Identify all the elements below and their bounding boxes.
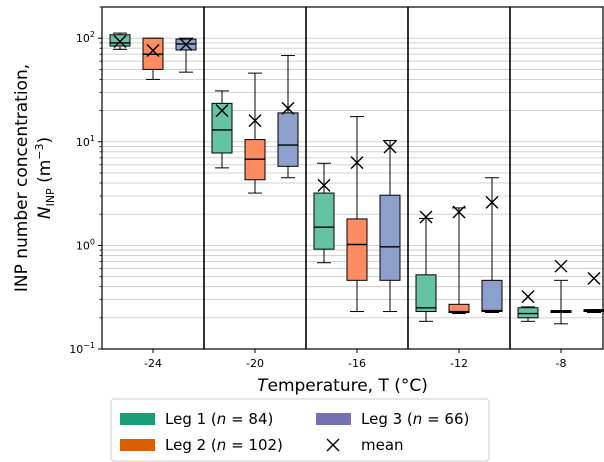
mean-marker (521, 290, 535, 304)
mean-marker (317, 178, 331, 192)
y-axis-title-line2: NINP (m−3) (33, 137, 57, 219)
mean-marker (146, 44, 160, 58)
box-plot (415, 210, 437, 322)
mean-marker (281, 101, 295, 115)
y-tick-label: 102 (76, 30, 95, 45)
legend-swatch (120, 439, 155, 451)
axes (98, 6, 604, 353)
box-iqr (415, 274, 437, 313)
mean-marker (350, 156, 364, 170)
y-axis-title-line1: INP number concentration, (12, 64, 32, 292)
mean-marker (452, 205, 466, 219)
box-plot (142, 37, 164, 80)
legend-swatch (316, 413, 351, 425)
y-tick-label: 10−1 (69, 341, 95, 356)
y-tick-label: 100 (76, 237, 95, 252)
x-tick-label: -24 (144, 357, 162, 370)
box-iqr (109, 34, 131, 47)
mean-marker (179, 37, 193, 51)
mean-marker (587, 271, 601, 285)
legend-label: Leg 1 (n = 84) (165, 410, 273, 428)
legend-label: mean (361, 436, 404, 454)
x-tick-label: -16 (348, 357, 366, 370)
x-tick-label: -8 (556, 357, 567, 370)
box-iqr (277, 112, 299, 167)
box-iqr (448, 303, 470, 314)
box-plot (313, 162, 335, 264)
legend-item: Leg 3 (n = 66) (316, 410, 469, 428)
box-iqr (346, 218, 368, 281)
box-iqr (313, 192, 335, 250)
box-plot (517, 290, 539, 322)
mean-marker (485, 195, 499, 209)
y-axis-title: INP number concentration, NINP (m−3) (12, 64, 57, 292)
legend-label: Leg 2 (n = 102) (165, 436, 283, 454)
mean-marker (383, 140, 397, 154)
legend-item: Leg 2 (n = 102) (120, 436, 283, 454)
mean-marker (419, 210, 433, 224)
x-tick-label: -12 (450, 357, 468, 370)
series-3 (175, 37, 604, 314)
y-tick-label: 101 (76, 134, 95, 149)
mean-marker (215, 104, 229, 118)
box-plot (550, 259, 572, 325)
box-iqr (517, 307, 539, 319)
legend-box (110, 398, 490, 462)
plot-frame (101, 6, 604, 350)
box-iqr (481, 279, 503, 313)
series-2 (142, 37, 572, 325)
box-plot (109, 32, 131, 50)
mean-marker (113, 34, 127, 48)
box-plot (244, 72, 266, 194)
legend-label: Leg 3 (n = 66) (361, 410, 469, 428)
mean-marker (248, 114, 262, 128)
legend-swatch (120, 413, 155, 425)
x-tick-label: -20 (246, 357, 264, 370)
legend-item: Leg 1 (n = 84) (120, 410, 273, 428)
legend-item: mean (326, 436, 404, 454)
mean-marker (554, 259, 568, 273)
x-axis-title: Temperature, T (°C) (257, 376, 428, 396)
legend: Leg 1 (n = 84) Leg 2 (n = 102) Leg 3 (n = … (110, 398, 490, 462)
box-plot (346, 116, 368, 313)
legend-mean-marker (326, 438, 340, 452)
category-dividers (203, 7, 511, 349)
box-plot (481, 177, 503, 314)
axis-labels: 10−1 100 101 102 -24 -20 -16 -12 -8 Temperature, … (12, 30, 566, 396)
box-plot (175, 37, 197, 73)
box-plot (583, 271, 604, 314)
box-plots (109, 32, 604, 325)
box-plot (448, 205, 470, 315)
box-plot (379, 139, 401, 313)
box-plot (211, 90, 233, 169)
box-plot (277, 55, 299, 179)
series-1 (109, 32, 539, 322)
box-iqr (379, 194, 401, 281)
